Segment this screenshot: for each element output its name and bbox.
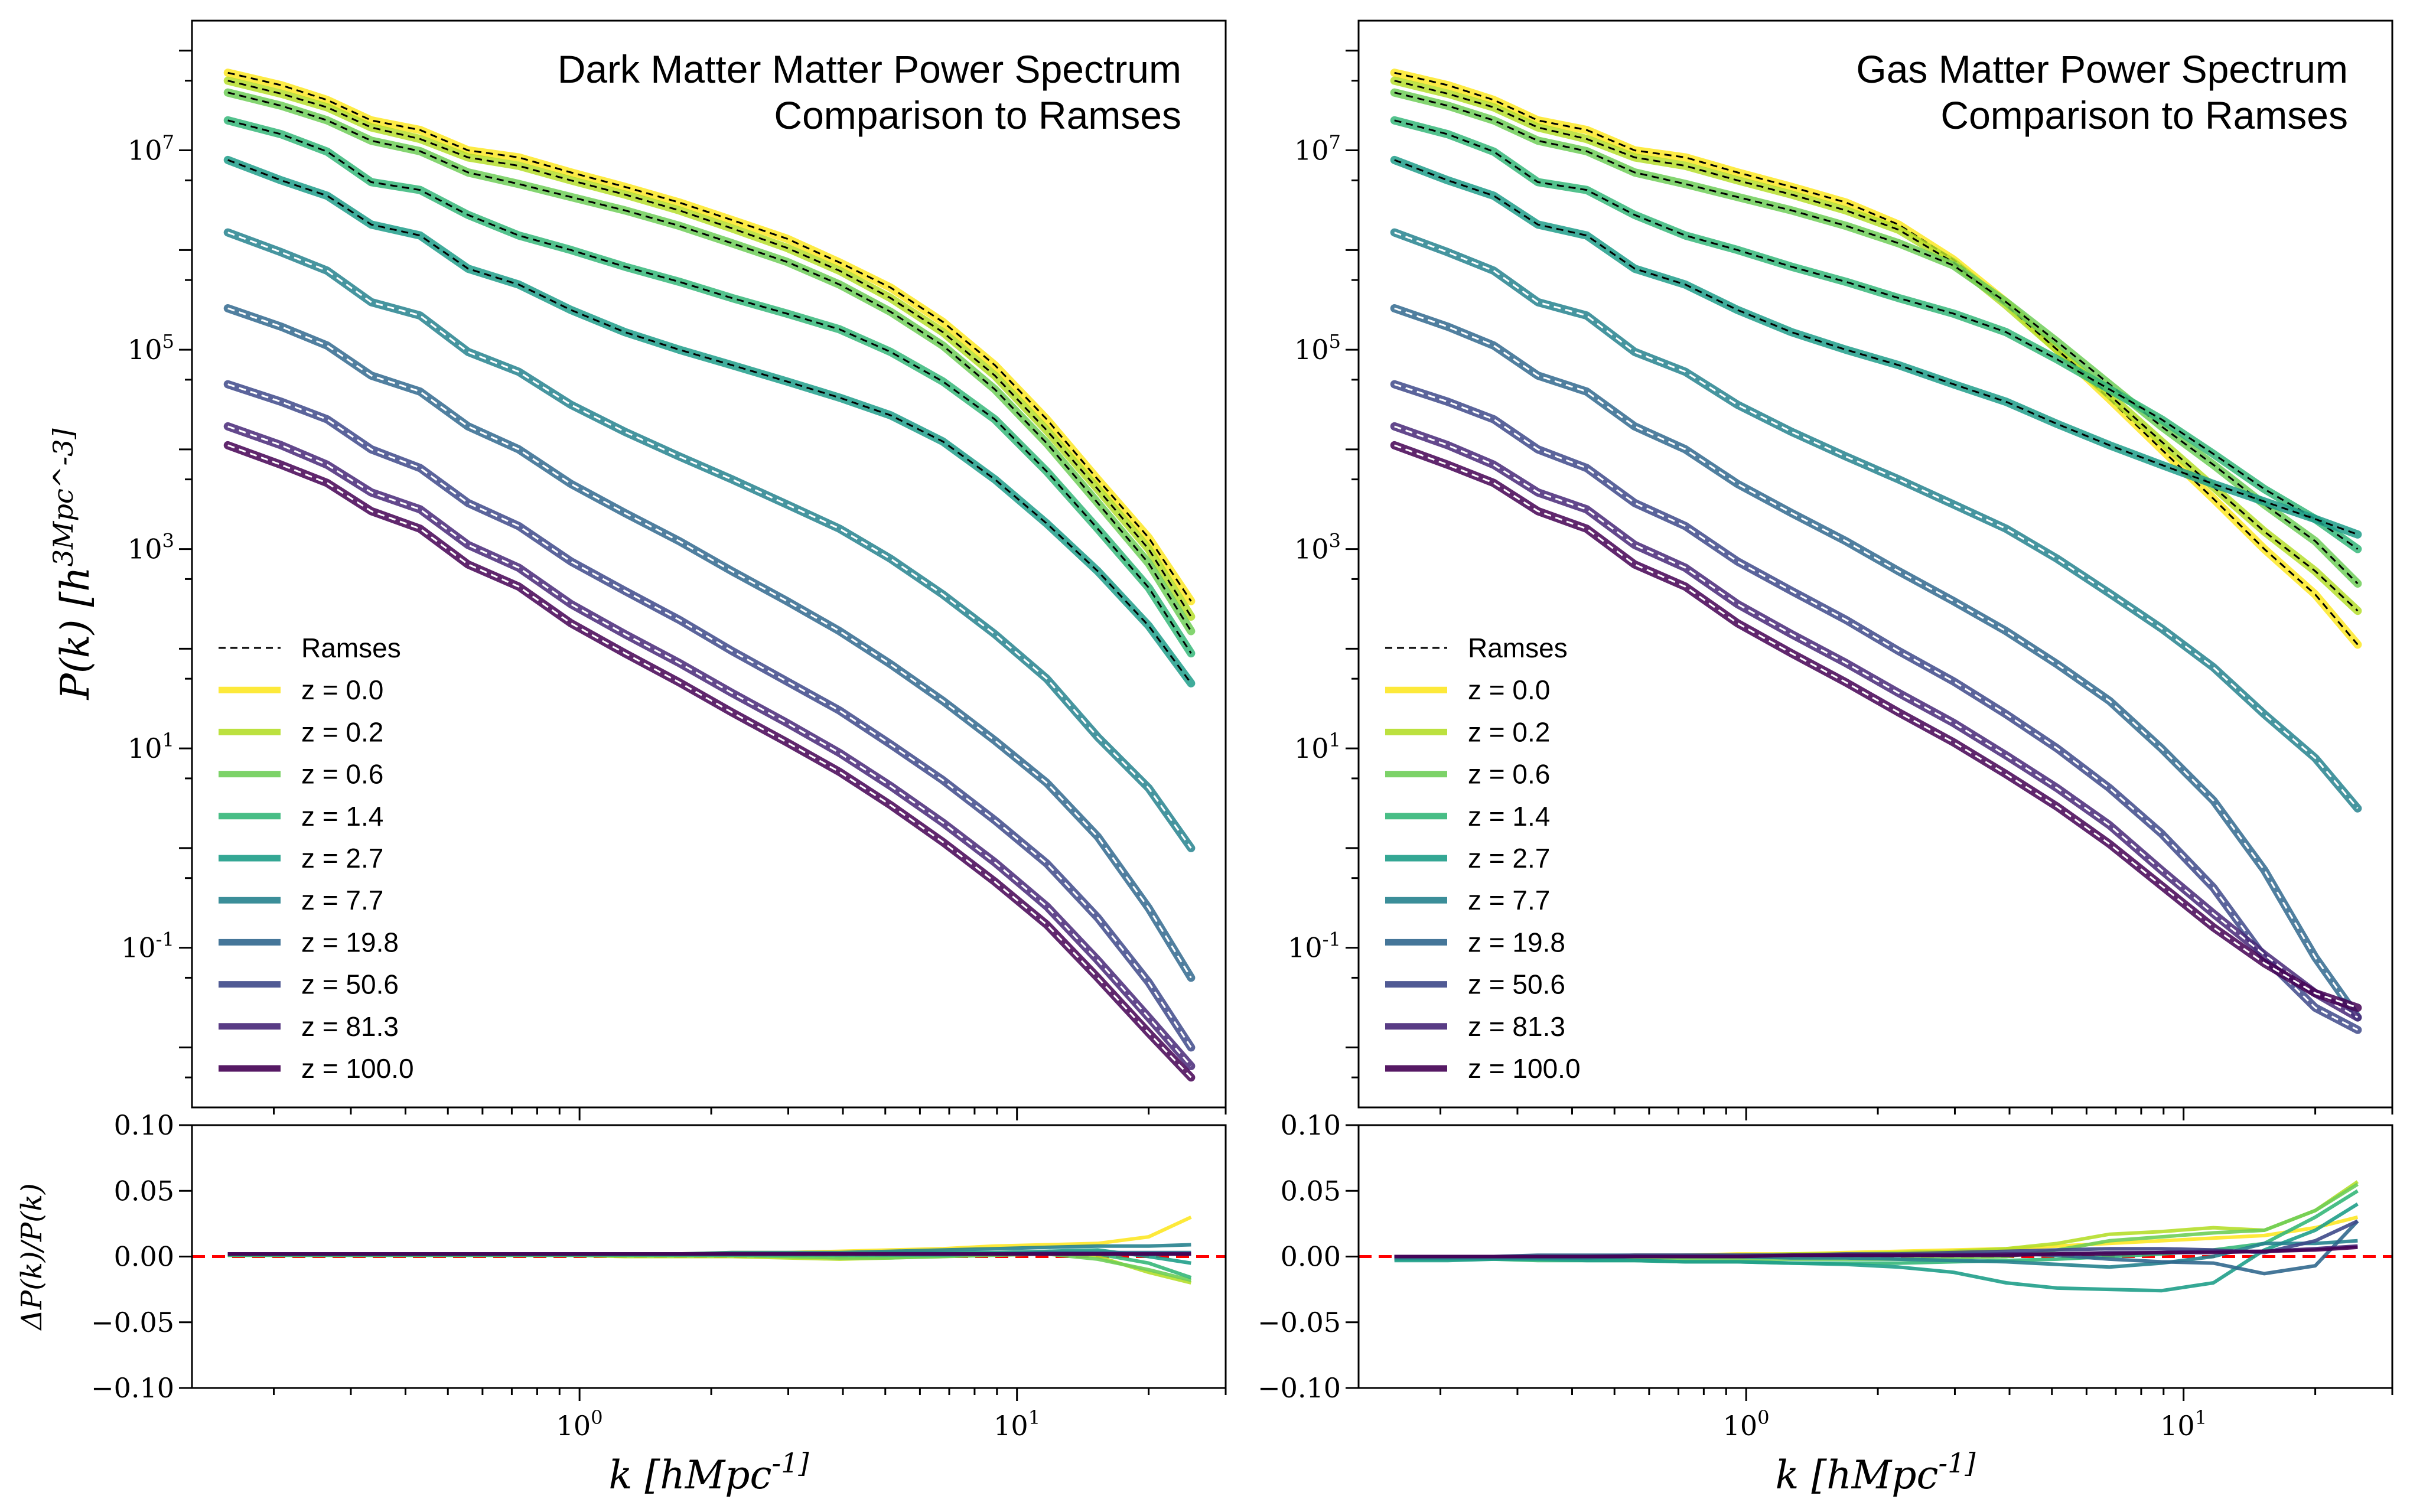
ramses-dashed-line xyxy=(1394,92,2359,585)
x-tick-label: 100 xyxy=(556,1406,603,1442)
residual-line xyxy=(1394,1202,2359,1293)
ramses-dashed-line xyxy=(227,232,1192,849)
series-line xyxy=(1390,76,2362,615)
chart-title-line: Gas Matter Power Spectrum xyxy=(1856,47,2348,91)
ramses-dashed-line xyxy=(227,119,1192,654)
legend-label: z = 100.0 xyxy=(1468,1053,1581,1084)
ramses-dashed-line xyxy=(227,383,1192,1048)
y-tick-label: 105 xyxy=(1294,330,1341,366)
ramses-dashed-line xyxy=(1394,119,2359,550)
ramses-dashed-line xyxy=(227,425,1192,1067)
series-line xyxy=(223,76,1196,621)
ramses-dashed-line xyxy=(1394,71,2359,646)
legend-label: z = 1.4 xyxy=(301,801,383,832)
ramses-dashed-line xyxy=(227,80,1192,617)
y-tick-label: 103 xyxy=(1294,530,1341,565)
series-line xyxy=(223,116,1196,658)
legend-ramses-label: Ramses xyxy=(301,633,401,663)
legend-label: z = 0.0 xyxy=(301,674,383,705)
panel-3-residual: 100 101 k [hMpc-1] −0.10 −0.05 0.00 0.05 0.10 xyxy=(1258,1109,2393,1498)
ramses-dashed-line xyxy=(1394,159,2358,536)
legend-label: z = 19.8 xyxy=(301,927,399,957)
plot-area xyxy=(192,1216,1226,1285)
legend-label: z = 81.3 xyxy=(1468,1011,1565,1042)
y-tick-label: −0.10 xyxy=(91,1372,174,1404)
y-tick-label: −0.10 xyxy=(1258,1372,1341,1404)
ramses-dashed-line xyxy=(1394,232,2359,809)
y-tick-label: 107 xyxy=(128,131,174,167)
ramses-dashed-line xyxy=(227,307,1192,979)
legend-label: z = 1.4 xyxy=(1468,801,1550,832)
y-tick-label: 10-1 xyxy=(121,928,174,964)
legend-label: z = 0.2 xyxy=(301,716,383,747)
legend-label: z = 100.0 xyxy=(301,1053,414,1084)
axes-frame xyxy=(191,19,1227,1109)
ramses-dashed-line xyxy=(1394,425,2359,1018)
x-axis-label: k [hMpc-1] xyxy=(1775,1447,1976,1498)
y-tick-label: 0.00 xyxy=(1281,1241,1341,1273)
panel-2-main: 10-1 101 103 105 107 Gas Matter Power Spectru… xyxy=(1288,19,2393,1120)
ramses-dashed-line xyxy=(227,71,1192,602)
x-tick-label: 100 xyxy=(1723,1406,1770,1442)
y-tick-label: 0.00 xyxy=(114,1241,174,1273)
legend-label: z = 81.3 xyxy=(301,1011,399,1042)
ramses-dashed-line xyxy=(1394,444,2358,1009)
x-axis-label: k [hMpc-1] xyxy=(608,1447,809,1498)
axes-frame xyxy=(1357,19,2393,1109)
ramses-dashed-line xyxy=(1394,80,2359,612)
legend-label: z = 0.0 xyxy=(1468,674,1550,705)
y-tick-label: 103 xyxy=(128,530,174,565)
legend-label: z = 2.7 xyxy=(301,843,383,874)
plot-area xyxy=(223,69,1196,1082)
ramses-dashed-line xyxy=(227,92,1192,632)
panel-0-main: 10-1 101 103 105 107 P(k) [h3Mpc^-3] Dark Matt… xyxy=(47,19,1227,1120)
y-tick-label: 0.05 xyxy=(114,1175,174,1207)
legend-label: z = 0.6 xyxy=(1468,759,1550,790)
legend-label: z = 0.2 xyxy=(1468,716,1550,747)
legend-label: z = 50.6 xyxy=(301,969,399,1000)
plot-area xyxy=(1359,1180,2392,1293)
legend: Ramses z = 0.0 z = 0.2 z = 0.6 z = 1.4 z = 2.… xyxy=(219,633,414,1084)
legend-label: z = 7.7 xyxy=(1468,885,1550,915)
panel-1-residual: 100 101 k [hMpc-1] −0.10 −0.05 0.00 0.05 0.10 ΔP… xyxy=(15,1109,1227,1498)
y-tick-label: 0.10 xyxy=(114,1109,174,1141)
x-tick-label: 101 xyxy=(2160,1406,2207,1442)
legend-label: z = 19.8 xyxy=(1468,927,1565,957)
legend-label: z = 0.6 xyxy=(301,759,383,790)
legend-label: z = 7.7 xyxy=(301,885,383,915)
plot-area xyxy=(1390,69,2362,1034)
legend-ramses-label: Ramses xyxy=(1468,633,1568,663)
y-tick-label: 101 xyxy=(1294,729,1341,764)
y-axis-label: ΔP(k)/P(k) xyxy=(15,1183,48,1331)
chart-title-line: Dark Matter Matter Power Spectrum xyxy=(558,47,1181,91)
residual-line xyxy=(1394,1245,2358,1259)
y-axis-label: P(k) [h3Mpc^-3] xyxy=(47,428,98,700)
chart-title-line: Comparison to Ramses xyxy=(774,93,1181,137)
legend: Ramses z = 0.0 z = 0.2 z = 0.6 z = 1.4 z = 2.… xyxy=(1385,633,1581,1084)
y-tick-label: 10-1 xyxy=(1288,928,1341,964)
legend-label: z = 50.6 xyxy=(1468,969,1565,1000)
y-tick-label: −0.05 xyxy=(91,1306,174,1338)
ramses-dashed-line xyxy=(1394,307,2359,1018)
ramses-dashed-line xyxy=(227,159,1192,684)
y-tick-label: 101 xyxy=(128,729,174,764)
residual-line xyxy=(1394,1180,2359,1259)
ramses-dashed-line xyxy=(1394,383,2359,1031)
y-tick-label: 0.05 xyxy=(1281,1175,1341,1207)
legend-label: z = 2.7 xyxy=(1468,843,1550,874)
series-line xyxy=(223,228,1196,852)
y-tick-label: 107 xyxy=(1294,131,1341,167)
y-tick-label: −0.05 xyxy=(1258,1306,1341,1338)
chart-title-line: Comparison to Ramses xyxy=(1940,93,2348,137)
y-tick-label: 105 xyxy=(128,330,174,366)
ramses-dashed-line xyxy=(227,444,1192,1078)
y-tick-label: 0.10 xyxy=(1281,1109,1341,1141)
residual-line xyxy=(1394,1182,2359,1261)
x-tick-label: 101 xyxy=(994,1406,1040,1442)
